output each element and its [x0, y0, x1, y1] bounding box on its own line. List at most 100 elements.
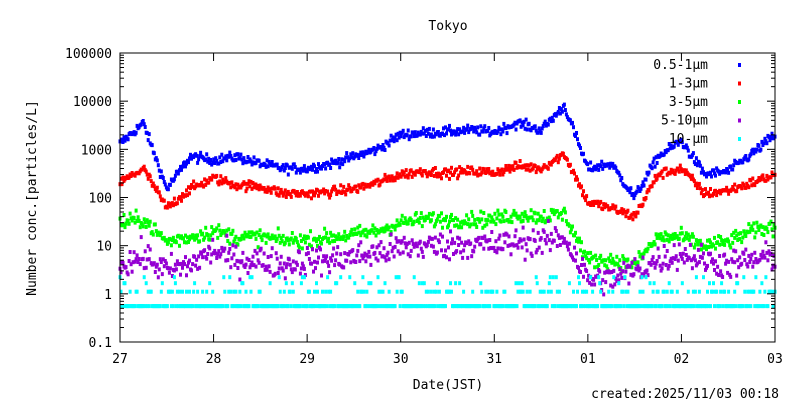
- data-point: [512, 243, 516, 248]
- data-point: [440, 248, 443, 253]
- data-point: [662, 238, 666, 243]
- data-point: [249, 159, 253, 164]
- data-point: [223, 289, 227, 294]
- data-point: [285, 262, 289, 267]
- data-point: [133, 173, 137, 178]
- data-point: [524, 304, 528, 309]
- data-point: [704, 267, 707, 272]
- data-point: [298, 304, 302, 309]
- data-point: [690, 266, 694, 271]
- data-point: [698, 254, 702, 259]
- data-point: [313, 289, 316, 294]
- data-point: [249, 289, 253, 294]
- data-point: [288, 192, 292, 197]
- data-point: [454, 132, 458, 137]
- data-point: [528, 215, 532, 220]
- data-point: [512, 167, 516, 172]
- data-point: [641, 202, 645, 207]
- data-point: [756, 224, 760, 229]
- data-point: [526, 218, 530, 223]
- data-point: [576, 236, 579, 241]
- data-point: [393, 244, 397, 249]
- data-point: [741, 235, 745, 240]
- data-point: [420, 173, 424, 178]
- data-point: [687, 256, 691, 261]
- data-point: [298, 170, 302, 175]
- data-point: [257, 233, 261, 237]
- data-point: [377, 243, 381, 248]
- data-point: [695, 261, 699, 266]
- data-point: [528, 289, 532, 294]
- data-point: [554, 229, 558, 233]
- data-point: [608, 259, 612, 264]
- data-point: [388, 138, 392, 143]
- data-point: [689, 258, 693, 263]
- data-point: [572, 168, 575, 173]
- data-point: [328, 195, 332, 200]
- data-point: [141, 224, 145, 229]
- data-point: [584, 198, 588, 203]
- data-point: [256, 304, 260, 309]
- data-point: [742, 183, 746, 188]
- data-point: [580, 184, 583, 189]
- data-point: [143, 125, 147, 129]
- data-point: [448, 123, 451, 128]
- data-point: [246, 181, 250, 186]
- data-point: [679, 137, 683, 142]
- data-point: [281, 304, 285, 309]
- data-point: [487, 246, 491, 251]
- data-point: [752, 151, 756, 156]
- data-point: [343, 190, 347, 195]
- data-point: [589, 250, 593, 255]
- data-point: [186, 264, 189, 269]
- data-point: [695, 163, 699, 168]
- data-point: [632, 272, 636, 277]
- data-point: [647, 170, 651, 175]
- data-point: [365, 234, 369, 239]
- data-point: [199, 229, 203, 234]
- data-point: [752, 260, 756, 265]
- data-point: [136, 215, 140, 220]
- data-point: [245, 159, 249, 164]
- data-point: [717, 234, 721, 239]
- data-point: [154, 188, 158, 193]
- data-point: [411, 304, 415, 309]
- data-point: [310, 244, 313, 249]
- data-point: [367, 249, 371, 254]
- data-point: [333, 304, 337, 309]
- data-point: [517, 281, 521, 286]
- data-point: [575, 131, 578, 135]
- data-point: [425, 127, 429, 132]
- data-point: [735, 189, 739, 194]
- data-point: [176, 171, 180, 176]
- data-point: [675, 267, 679, 272]
- data-point: [563, 108, 567, 112]
- data-point: [228, 275, 232, 280]
- data-point: [586, 162, 590, 167]
- data-point: [723, 242, 727, 247]
- data-point: [712, 243, 715, 248]
- data-point: [637, 250, 641, 255]
- data-point: [589, 160, 593, 165]
- data-point: [265, 234, 269, 239]
- data-point: [384, 258, 388, 263]
- data-point: [121, 260, 125, 265]
- data-point: [126, 137, 130, 142]
- data-point: [467, 239, 471, 244]
- data-point: [525, 289, 529, 294]
- data-point: [479, 209, 483, 214]
- data-point: [315, 167, 318, 171]
- data-point: [290, 231, 294, 235]
- data-point: [366, 254, 370, 259]
- data-point: [166, 240, 170, 245]
- data-point: [600, 159, 604, 164]
- data-point: [128, 211, 132, 216]
- data-point: [486, 238, 490, 243]
- data-point: [343, 229, 347, 234]
- data-point: [256, 245, 260, 250]
- data-point: [770, 227, 774, 232]
- data-point: [158, 304, 162, 309]
- data-point: [387, 225, 391, 230]
- data-point: [557, 156, 561, 161]
